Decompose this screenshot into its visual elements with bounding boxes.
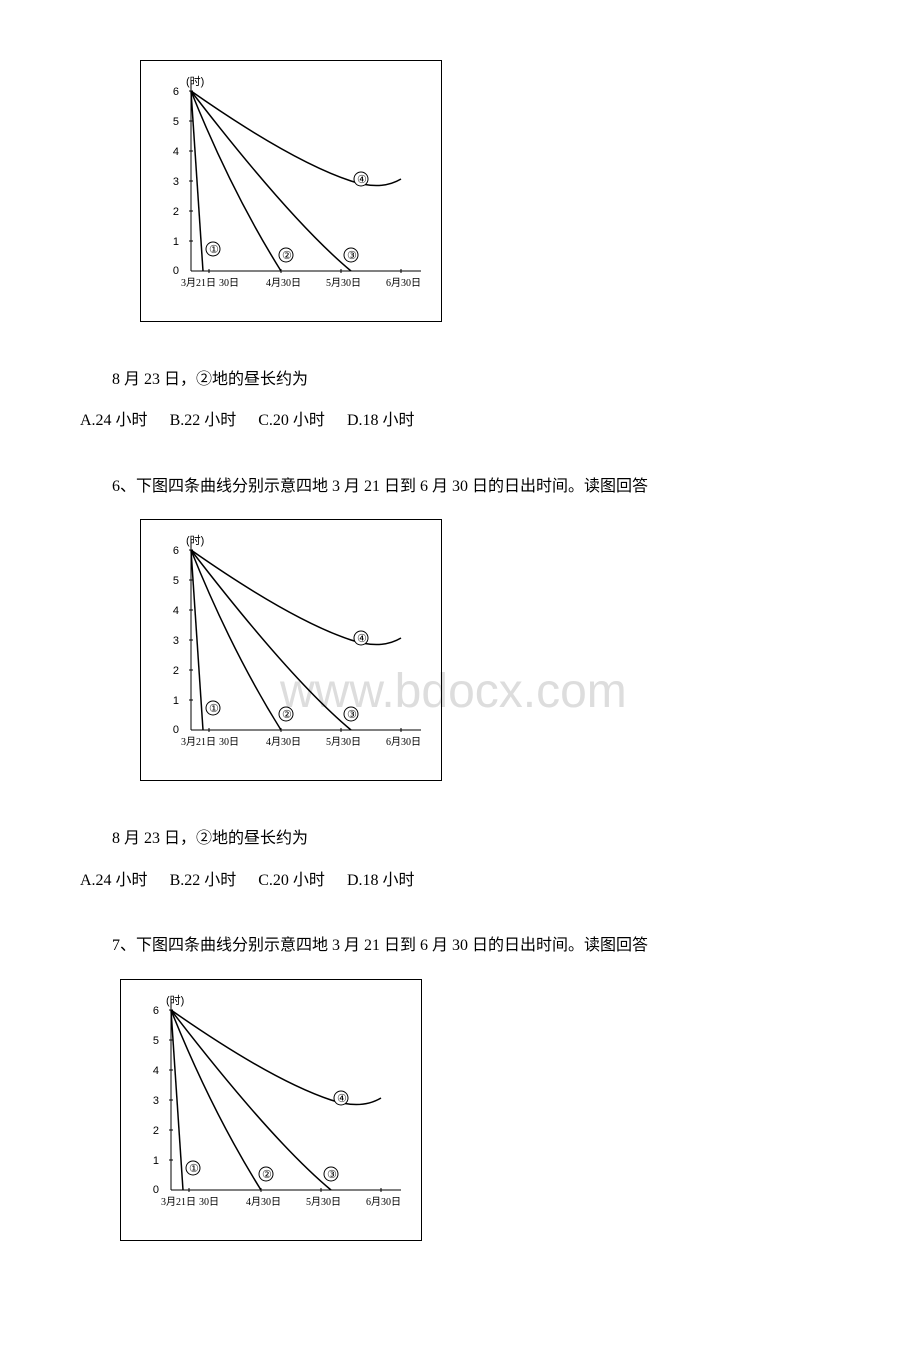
curve-2 [191,91,281,271]
ytick-0: 0 [173,265,179,277]
curve-4 [191,550,401,645]
ytick-0: 0 [173,724,179,736]
choice-b: B.22 小时 [170,412,237,429]
marker-2: ② [262,1169,272,1181]
xtick-2: 4月30日 [266,736,301,748]
xtick-4: 6月30日 [386,277,421,289]
q6-stem: 6、下图四条曲线分别示意四地 3 月 21 日到 6 月 30 日的日出时间。读… [80,474,840,500]
marker-3: ③ [347,250,357,262]
choice-a: A.24 小时 [80,872,148,889]
choice-d: D.18 小时 [347,872,415,889]
ytick-5: 5 [173,575,179,587]
y-axis-label: (时) [186,534,204,547]
xtick-0: 3月21日 [181,736,216,748]
curve-4 [171,1010,381,1105]
ytick-2: 2 [173,206,179,218]
ytick-1: 1 [173,695,179,707]
ytick-4: 4 [173,146,179,158]
ytick-3: 3 [173,176,179,188]
ytick-0: 0 [153,1184,159,1196]
ytick-6: 6 [173,545,179,557]
marker-1: ① [189,1163,199,1175]
marker-4: ④ [357,633,367,645]
curve-4 [191,91,401,186]
curve-2 [191,550,281,730]
chart-frame-7: 0 1 2 3 4 5 6 (时) 3月21日 30日 4月30日 5月30日 … [120,979,422,1241]
marker-3: ③ [327,1169,337,1181]
ytick-6: 6 [153,1005,159,1017]
ytick-2: 2 [153,1125,159,1137]
choice-c: C.20 小时 [258,872,325,889]
question-6-block: 6、下图四条曲线分别示意四地 3 月 21 日到 6 月 30 日的日出时间。读… [80,474,840,893]
y-axis-label: (时) [186,75,204,88]
ytick-3: 3 [173,635,179,647]
xtick-1: 30日 [219,278,239,289]
y-axis-label: (时) [166,994,184,1007]
ytick-4: 4 [173,605,179,617]
ytick-2: 2 [173,665,179,677]
ytick-1: 1 [173,236,179,248]
xtick-3: 5月30日 [326,277,361,289]
xtick-1: 30日 [219,737,239,748]
xtick-3: 5月30日 [326,736,361,748]
sunrise-chart: 0 1 2 3 4 5 6 (时) 3月21日 30日 4月30日 5月30日 … [131,990,411,1230]
ytick-6: 6 [173,86,179,98]
choice-a: A.24 小时 [80,412,148,429]
marker-1: ① [209,703,219,715]
ytick-3: 3 [153,1095,159,1107]
ytick-4: 4 [153,1065,159,1077]
xtick-1: 30日 [199,1197,219,1208]
xtick-3: 5月30日 [306,1196,341,1208]
ytick-5: 5 [153,1035,159,1047]
choice-b: B.22 小时 [170,872,237,889]
choice-d: D.18 小时 [347,412,415,429]
marker-4: ④ [337,1093,347,1105]
chart-frame-5: 0 1 2 3 4 5 6 (时) 3月21日 30日 4月30日 5月30日 … [140,60,442,322]
marker-4: ④ [357,174,367,186]
question-7-block: 7、下图四条曲线分别示意四地 3 月 21 日到 6 月 30 日的日出时间。读… [80,933,840,1269]
q5-choices: A.24 小时 B.22 小时 C.20 小时 D.18 小时 [80,408,840,434]
marker-3: ③ [347,709,357,721]
sunrise-chart: 0 1 2 3 4 5 6 (时) 3月21日 30日 4月30日 5月30日 … [151,71,431,311]
xtick-4: 6月30日 [366,1196,401,1208]
xtick-4: 6月30日 [386,736,421,748]
q6-choices: A.24 小时 B.22 小时 C.20 小时 D.18 小时 [80,868,840,894]
q7-stem: 7、下图四条曲线分别示意四地 3 月 21 日到 6 月 30 日的日出时间。读… [80,933,840,959]
xtick-0: 3月21日 [181,277,216,289]
q6-followup: 8 月 23 日，②地的昼长约为 [80,826,840,852]
marker-2: ② [282,709,292,721]
ytick-5: 5 [173,116,179,128]
xtick-0: 3月21日 [161,1196,196,1208]
choice-c: C.20 小时 [258,412,325,429]
ytick-1: 1 [153,1155,159,1167]
marker-1: ① [209,244,219,256]
chart-frame-6: 0 1 2 3 4 5 6 (时) 3月21日 30日 4月30日 5月30日 … [140,519,442,781]
question-5-block: 0 1 2 3 4 5 6 (时) 3月21日 30日 4月30日 5月30日 … [80,60,840,434]
xtick-2: 4月30日 [246,1196,281,1208]
curve-2 [171,1010,261,1190]
xtick-2: 4月30日 [266,277,301,289]
marker-2: ② [282,250,292,262]
sunrise-chart: 0 1 2 3 4 5 6 (时) 3月21日 30日 4月30日 5月30日 … [151,530,431,770]
q5-followup: 8 月 23 日，②地的昼长约为 [80,367,840,393]
